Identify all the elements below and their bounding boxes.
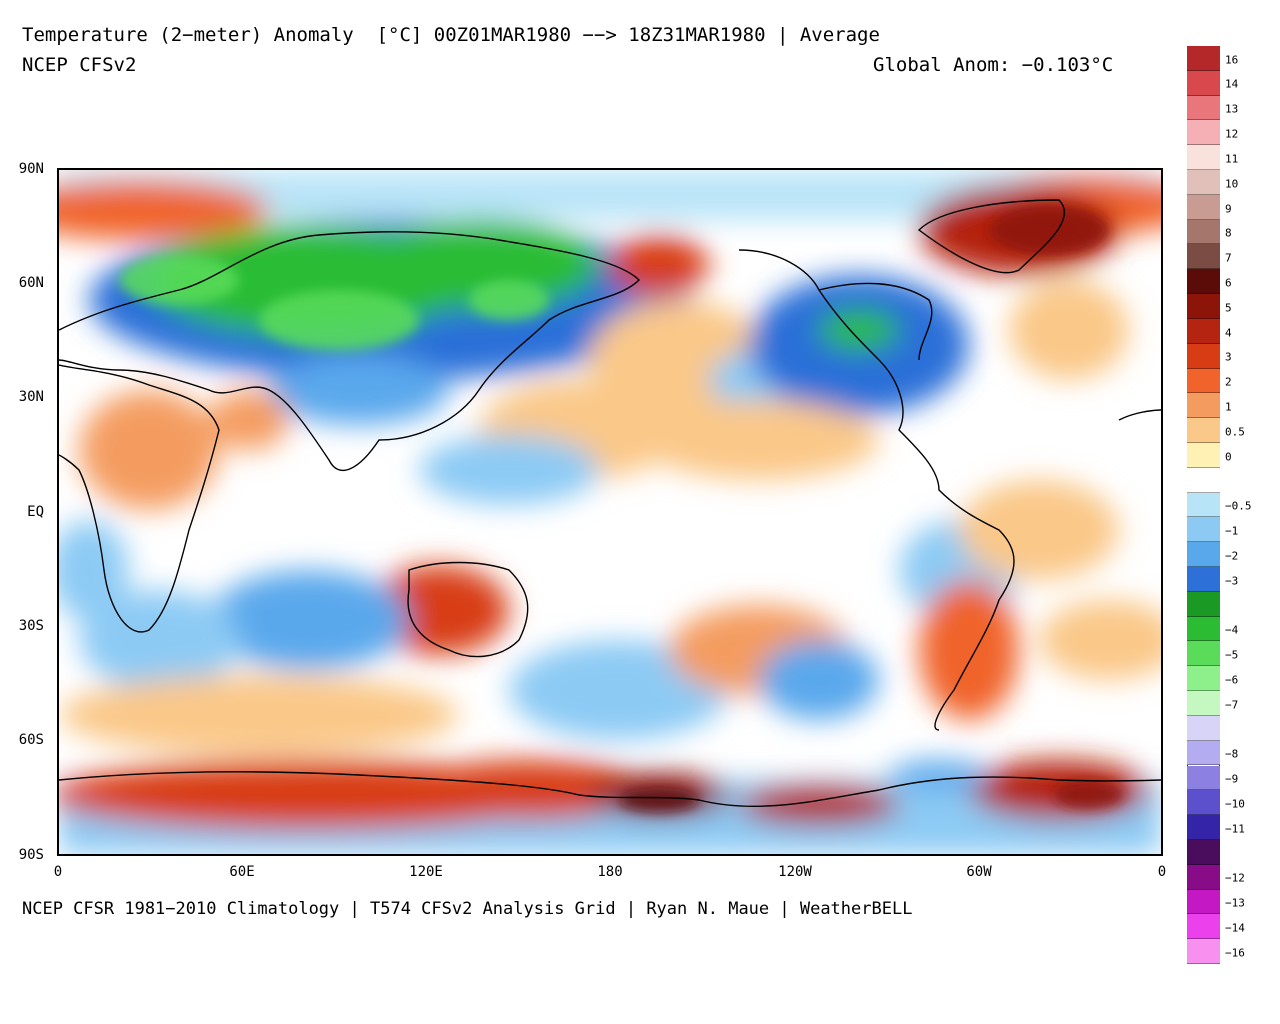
lat-label-90s: 90S bbox=[18, 847, 44, 863]
colorbar-cell bbox=[1187, 318, 1220, 344]
lon-label-0: 0 bbox=[53, 864, 63, 880]
colorbar-label: 3 bbox=[1225, 350, 1232, 364]
colorbar-cell bbox=[1187, 715, 1220, 741]
global-anomaly: Global Anom: −0.103°C bbox=[873, 54, 1114, 76]
colorbar-label: 0.5 bbox=[1225, 425, 1245, 439]
colorbar-cell bbox=[1187, 567, 1220, 592]
colorbar-label: 16 bbox=[1225, 53, 1239, 67]
colorbar-cell bbox=[1187, 393, 1220, 419]
coastlines bbox=[59, 199, 1161, 808]
map-frame bbox=[57, 168, 1163, 856]
colorbar-cell bbox=[1187, 95, 1220, 121]
colorbar-label: −2 bbox=[1225, 549, 1239, 563]
lat-label-90n: 90N bbox=[18, 161, 44, 177]
colorbar-cell bbox=[1187, 467, 1220, 493]
lon-label-60w: 60W bbox=[966, 864, 992, 880]
colorbar-cell bbox=[1187, 219, 1220, 245]
lon-label-0-east: 0 bbox=[1157, 864, 1167, 880]
colorbar-cell bbox=[1187, 70, 1220, 96]
colorbar-cell bbox=[1187, 839, 1220, 865]
colorbar-cell bbox=[1187, 691, 1220, 716]
colorbar-label: 8 bbox=[1225, 226, 1232, 240]
colorbar-cell bbox=[1187, 939, 1220, 964]
colorbar-label: 14 bbox=[1225, 77, 1239, 91]
colorbar-cell bbox=[1187, 864, 1220, 890]
colorbar-label: 5 bbox=[1225, 301, 1232, 315]
model-name: NCEP CFSv2 bbox=[22, 54, 137, 76]
lat-label-60s: 60S bbox=[18, 732, 44, 748]
lon-label-120w: 120W bbox=[778, 864, 812, 880]
colorbar-label: 1 bbox=[1225, 400, 1232, 414]
colorbar-label: −4 bbox=[1225, 623, 1239, 637]
colorbar-cell bbox=[1187, 641, 1220, 667]
colorbar-cell bbox=[1187, 914, 1220, 940]
colorbar-cell bbox=[1187, 46, 1220, 71]
colorbar-label: 2 bbox=[1225, 375, 1232, 389]
colorbar-cell bbox=[1187, 666, 1220, 692]
lat-label-30s: 30S bbox=[18, 618, 44, 634]
colorbar-label: −10 bbox=[1225, 797, 1245, 811]
colorbar-label: −0.5 bbox=[1225, 499, 1252, 513]
colorbar-cell bbox=[1187, 145, 1220, 171]
lon-label-60e: 60E bbox=[229, 864, 255, 880]
colorbar-label: −5 bbox=[1225, 648, 1239, 662]
colorbar-label: −13 bbox=[1225, 896, 1245, 910]
colorbar-label: −9 bbox=[1225, 772, 1239, 786]
colorbar-label: 4 bbox=[1225, 326, 1232, 340]
lon-label-120e: 120E bbox=[409, 864, 443, 880]
lat-label-60n: 60N bbox=[18, 275, 44, 291]
colorbar-cell bbox=[1187, 492, 1220, 518]
colorbar-label: 12 bbox=[1225, 127, 1239, 141]
colorbar-cell bbox=[1187, 368, 1220, 394]
colorbar-cell bbox=[1187, 765, 1220, 791]
colorbar-cell bbox=[1187, 194, 1220, 220]
colorbar-label: −3 bbox=[1225, 574, 1239, 588]
colorbar-cell bbox=[1187, 740, 1220, 766]
colorbar-cell bbox=[1187, 517, 1220, 543]
colorbar-cell bbox=[1187, 269, 1220, 295]
colorbar-cell bbox=[1187, 294, 1220, 319]
colorbar-cell bbox=[1187, 542, 1220, 567]
colorbar-label: −11 bbox=[1225, 822, 1245, 836]
colorbar-label: 13 bbox=[1225, 102, 1239, 116]
colorbar-label: −16 bbox=[1225, 946, 1245, 960]
lat-label-30n: 30N bbox=[18, 389, 44, 405]
colorbar-cell bbox=[1187, 343, 1220, 369]
colorbar-cell bbox=[1187, 120, 1220, 146]
colorbar-cell bbox=[1187, 442, 1220, 468]
colorbar-label: 7 bbox=[1225, 251, 1232, 265]
colorbar-label: −7 bbox=[1225, 698, 1239, 712]
colorbar-cell bbox=[1187, 616, 1220, 642]
colorbar-label: −12 bbox=[1225, 871, 1245, 885]
colorbar-cell bbox=[1187, 889, 1220, 915]
colorbar-cell bbox=[1187, 170, 1220, 195]
footer-credits: NCEP CFSR 1981−2010 Climatology | T574 C… bbox=[22, 899, 913, 919]
colorbar-cell bbox=[1187, 418, 1220, 443]
colorbar-label: −8 bbox=[1225, 747, 1239, 761]
chart-title: Temperature (2−meter) Anomaly [°C] 00Z01… bbox=[22, 24, 880, 46]
lat-label-eq: EQ bbox=[27, 504, 44, 520]
colorbar-cell bbox=[1187, 815, 1220, 840]
colorbar-label: −14 bbox=[1225, 921, 1245, 935]
lon-label-180: 180 bbox=[597, 864, 623, 880]
colorbar-cell bbox=[1187, 244, 1220, 270]
colorbar-label: 6 bbox=[1225, 276, 1232, 290]
colorbar-label: 10 bbox=[1225, 177, 1239, 191]
colorbar-cell bbox=[1187, 790, 1220, 816]
colorbar-label: −6 bbox=[1225, 673, 1239, 687]
anomaly-map bbox=[59, 170, 1161, 854]
colorbar-label: 9 bbox=[1225, 202, 1232, 215]
colorbar-label: 11 bbox=[1225, 152, 1239, 166]
colorbar-cell bbox=[1187, 591, 1220, 617]
colorbar-label: 0 bbox=[1225, 450, 1232, 464]
colorbar-label: −1 bbox=[1225, 524, 1239, 538]
